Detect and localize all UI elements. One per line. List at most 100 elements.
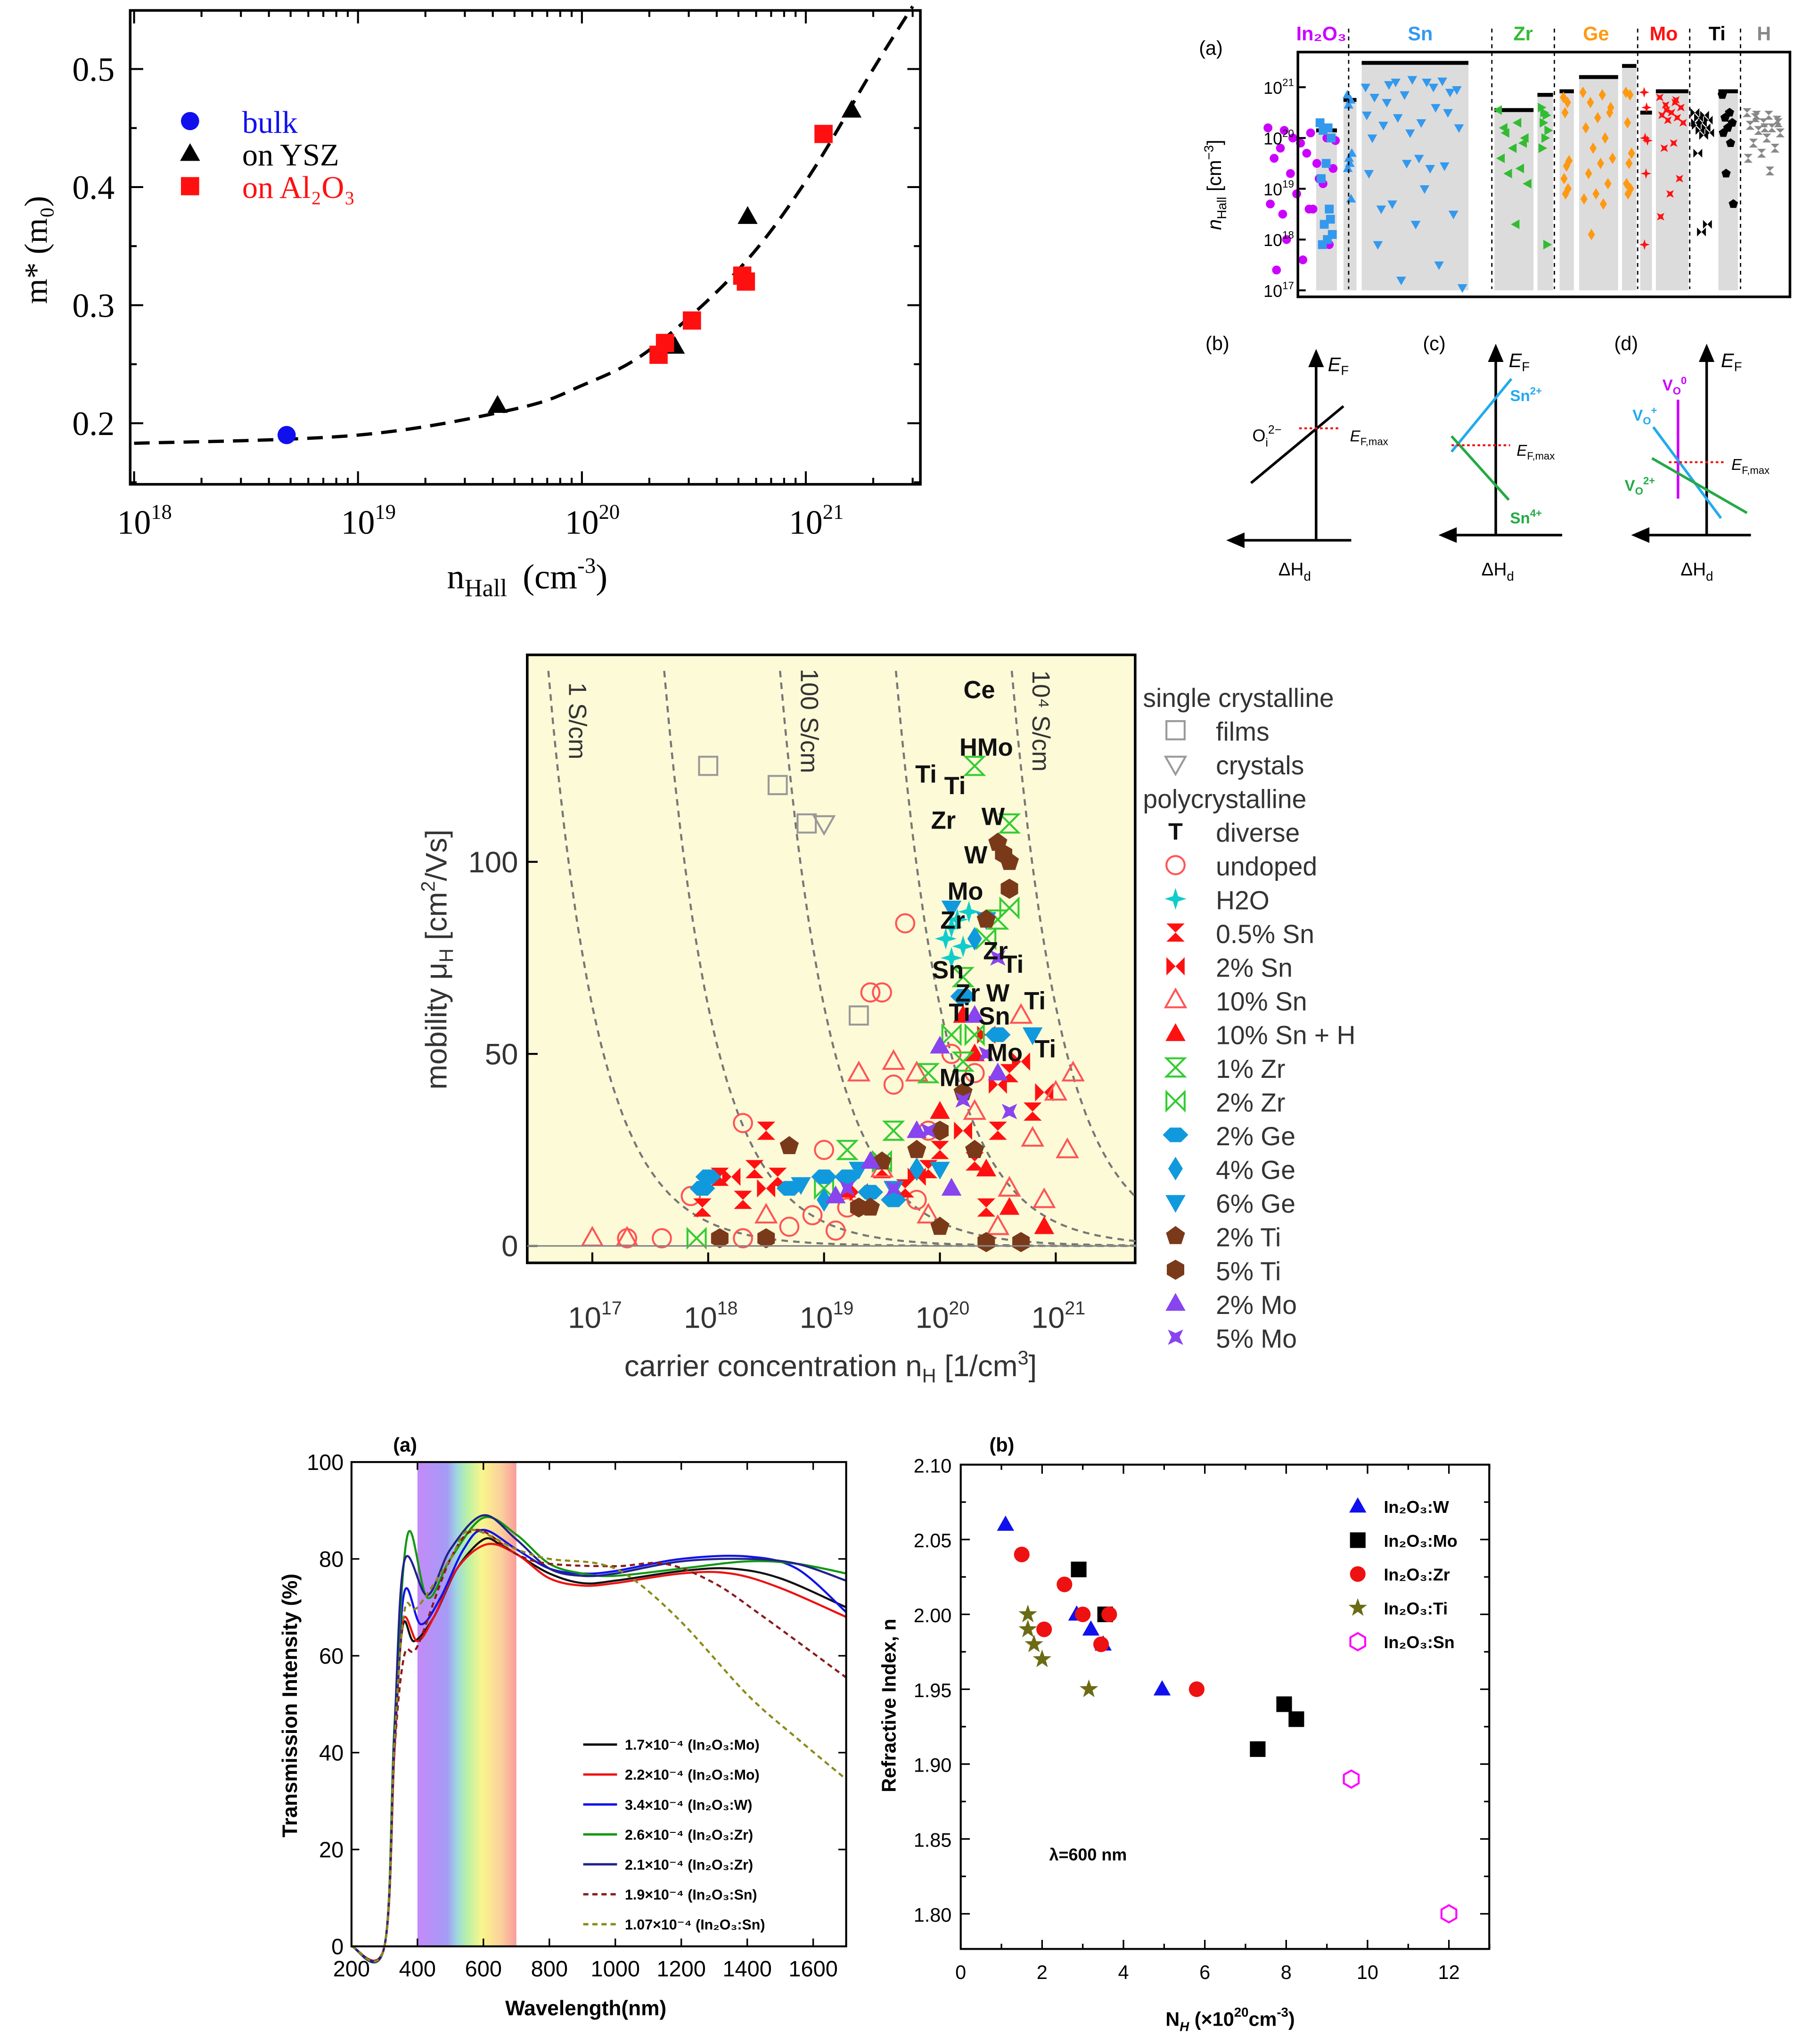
data-point — [1000, 878, 1018, 899]
x-axis-label: nHall (cm-3) — [447, 553, 607, 602]
y-tick-label: 40 — [319, 1740, 344, 1765]
legend-marker — [1165, 1195, 1186, 1213]
data-point — [1343, 1769, 1360, 1789]
data-point — [1590, 142, 1597, 154]
x-tick-label: 600 — [465, 1956, 502, 1981]
data-point — [965, 1140, 984, 1158]
data-point — [1588, 229, 1595, 240]
diverse-annotation: Ce — [964, 676, 995, 704]
y-tick-label: 1.95 — [914, 1679, 952, 1701]
data-point — [1410, 221, 1421, 230]
data-point — [1757, 148, 1766, 158]
group-label: Ge — [1583, 23, 1609, 45]
diverse-annotation: Zr — [955, 979, 980, 1007]
y-tick-label: 0.3 — [72, 287, 115, 324]
data-point — [836, 1140, 859, 1160]
panel-label: (d) — [1614, 332, 1638, 354]
legend-label: 2% Mo — [1216, 1290, 1297, 1320]
diverse-annotation: Mo — [939, 1064, 975, 1092]
data-point — [1302, 148, 1311, 158]
data-point — [1541, 133, 1550, 143]
legend: 1.7×10⁻⁴ (In₂O₃:Mo) 2.2×10⁻⁴ (In₂O₃:Mo) 3.… — [583, 1737, 765, 1933]
data-point — [1565, 155, 1573, 167]
data-point — [814, 1140, 835, 1160]
data-point — [1327, 133, 1336, 143]
data-point — [1676, 174, 1683, 183]
data-point — [883, 1074, 904, 1095]
data-point — [1561, 107, 1569, 119]
diverse-annotation: Sn — [979, 1002, 1010, 1030]
data-point — [1272, 265, 1281, 275]
y-tick-label: 1.85 — [914, 1829, 952, 1851]
y-tick-label: 1019 — [1263, 178, 1294, 199]
data-point — [941, 1023, 962, 1046]
x-tick-label: 1400 — [722, 1956, 771, 1981]
panel-label: (b) — [989, 1434, 1014, 1456]
data-point — [857, 1185, 884, 1200]
data-point — [1414, 155, 1424, 164]
data-point — [1325, 205, 1334, 214]
y-tick-label: 0.4 — [72, 169, 115, 206]
legend-header: polycrystalline — [1143, 785, 1306, 814]
data-point — [1563, 160, 1570, 172]
data-point — [977, 1232, 995, 1252]
x-tick-label: 1021 — [1032, 1298, 1085, 1335]
legend-label: 2% Zr — [1216, 1088, 1285, 1117]
data-point — [1642, 135, 1653, 146]
data-point — [1378, 122, 1388, 131]
data-point — [1760, 123, 1770, 132]
data-point — [1673, 114, 1681, 122]
data-point — [1326, 214, 1335, 224]
data-point — [1503, 169, 1512, 179]
data-point — [1626, 89, 1634, 101]
legend-marker — [1165, 855, 1186, 876]
data-point — [895, 913, 916, 934]
legend-marker — [1166, 1259, 1184, 1280]
data-point — [847, 1060, 871, 1082]
data-point — [1012, 1232, 1030, 1252]
data-point — [1416, 119, 1426, 128]
refractive-index-chart: (b) 0 2 4 6 8 10 12 1.80 1.85 1.90 1.95 2.00 2.05 2.1… — [878, 1434, 1491, 2034]
data-point — [931, 1141, 949, 1159]
data-point — [1364, 170, 1374, 179]
data-point — [940, 916, 963, 938]
x-tick-label: 12 — [1438, 1961, 1460, 1983]
x-tick-label: 1021 — [789, 500, 844, 541]
data-point — [1582, 122, 1590, 134]
data-point — [779, 1136, 799, 1154]
data-point — [733, 1113, 753, 1133]
data-point — [689, 1181, 715, 1196]
ef-label: EF — [1721, 349, 1742, 374]
y-axis-label: Refractive Index, n — [878, 1619, 900, 1792]
data-point — [1373, 241, 1383, 250]
data-point — [1306, 128, 1315, 138]
data-point — [1315, 118, 1325, 127]
legend-marker — [1164, 755, 1188, 777]
data-point — [1443, 109, 1453, 118]
data-point — [978, 1046, 994, 1062]
data-point — [1101, 1606, 1117, 1622]
data-point — [850, 1197, 868, 1218]
data-point — [791, 1177, 811, 1195]
conductivity-label: 10⁴ S/cm — [1027, 670, 1055, 772]
sn4-label: Sn4+ — [1510, 508, 1542, 527]
legend-label: films — [1216, 717, 1270, 747]
data-point-tri — [738, 206, 758, 224]
data-point — [1188, 1681, 1205, 1697]
group-label: In₂O₃ — [1296, 23, 1347, 45]
data-point — [802, 1205, 823, 1225]
vo2-line — [1651, 457, 1748, 514]
data-point — [1765, 166, 1775, 176]
data-point — [1579, 86, 1587, 99]
legend-label: 2.1×10⁻⁴ (In₂O₃:Zr) — [625, 1857, 753, 1873]
series-line — [351, 1528, 847, 1962]
data-point — [652, 1228, 672, 1248]
y-tick-label: 100 — [307, 1450, 344, 1475]
arrow-up-icon — [1698, 344, 1715, 362]
legend-marker — [1350, 1566, 1366, 1582]
legend-label: 1.07×10⁻⁴ (In₂O₃:Sn) — [625, 1917, 765, 1933]
diverse-annotation: HMo — [959, 734, 1013, 762]
legend-marker — [1168, 1329, 1183, 1345]
data-point — [1082, 1620, 1100, 1636]
